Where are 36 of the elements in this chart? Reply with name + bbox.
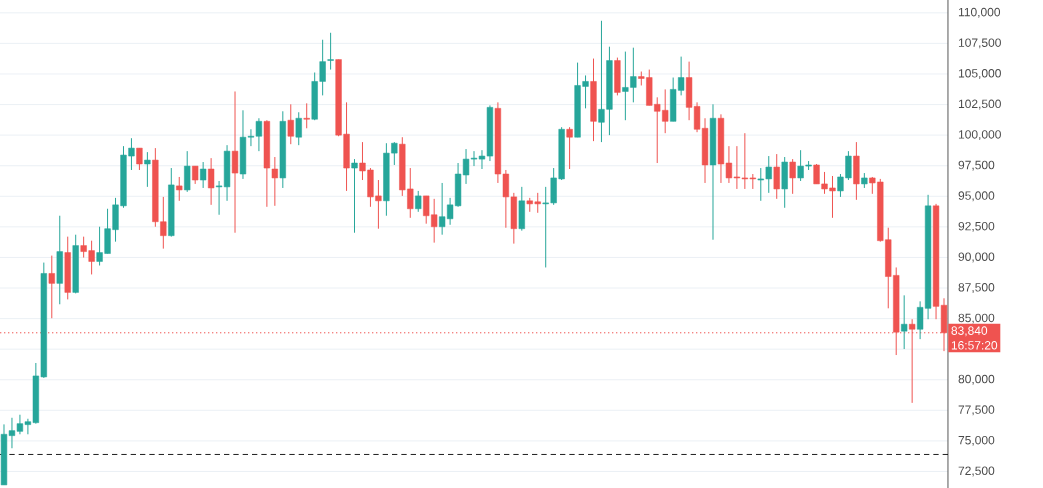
candlestick: [136, 147, 143, 171]
y-tick-label: 107,500: [958, 38, 1001, 49]
candlestick: [231, 90, 239, 234]
y-tick-label: 90,000: [958, 252, 995, 263]
candlestick: [566, 126, 573, 170]
y-tick-label: 97,500: [958, 160, 995, 171]
y-tick-label: 85,000: [958, 313, 995, 324]
candlestick: [48, 255, 55, 319]
candlestick: [901, 294, 908, 350]
y-tick-label: 92,500: [958, 221, 995, 232]
candlestick: [184, 150, 191, 193]
candlestick: [295, 111, 302, 146]
candlestick: [287, 103, 294, 145]
candlestick: [415, 190, 422, 213]
candlestick: [327, 32, 334, 71]
y-tick-label: 102,500: [958, 99, 1001, 110]
candlestick: [303, 102, 310, 129]
y-tick-label: 75,000: [958, 435, 995, 446]
y-tick-label: 80,000: [958, 374, 995, 385]
candlestick: [773, 153, 780, 200]
y-tick-label: 110,000: [958, 7, 1001, 18]
candlestick: [200, 161, 207, 189]
candlestick: [351, 158, 358, 234]
candlestick: [909, 318, 916, 404]
candlestick: [207, 157, 215, 206]
y-tick-label: 87,500: [958, 283, 995, 293]
y-tick-label: 95,000: [958, 191, 995, 202]
y-tick-label: 72,500: [958, 466, 995, 477]
ref-line-label: 83,840: [951, 326, 988, 337]
candlestick: [144, 151, 151, 188]
y-tick-label: 105,000: [958, 69, 1001, 79]
candlestick: [789, 158, 796, 195]
candlestick: [176, 176, 183, 202]
y-tick-label: 77,500: [958, 405, 995, 416]
text: 16:57:20: [951, 341, 998, 350]
y-tick-label: 100,000: [958, 130, 1001, 141]
